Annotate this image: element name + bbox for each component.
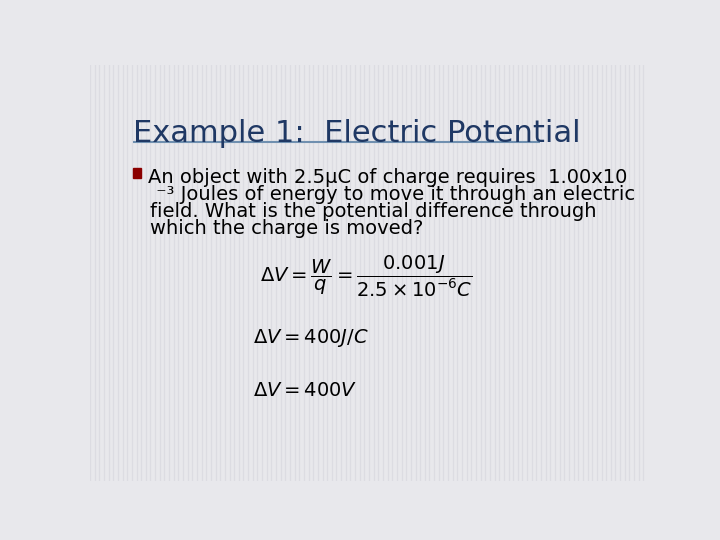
- Text: field. What is the potential difference through: field. What is the potential difference …: [150, 202, 597, 221]
- Bar: [132, 168, 141, 178]
- Text: $\Delta V = \dfrac{W}{q} = \dfrac{0.001J}{2.5 \times 10^{-6} C}$: $\Delta V = \dfrac{W}{q} = \dfrac{0.001J…: [261, 253, 473, 299]
- Text: which the charge is moved?: which the charge is moved?: [150, 219, 424, 238]
- Text: $\Delta V = 400V$: $\Delta V = 400V$: [253, 381, 357, 400]
- Text: Example 1:  Electric Potential: Example 1: Electric Potential: [132, 119, 580, 148]
- Text: An object with 2.5μC of charge requires  1.00x10: An object with 2.5μC of charge requires …: [148, 168, 628, 187]
- Text: ⁻³ Joules of energy to move it through an electric: ⁻³ Joules of energy to move it through a…: [150, 185, 636, 204]
- Text: $\Delta V = 400J/C$: $\Delta V = 400J/C$: [253, 327, 369, 349]
